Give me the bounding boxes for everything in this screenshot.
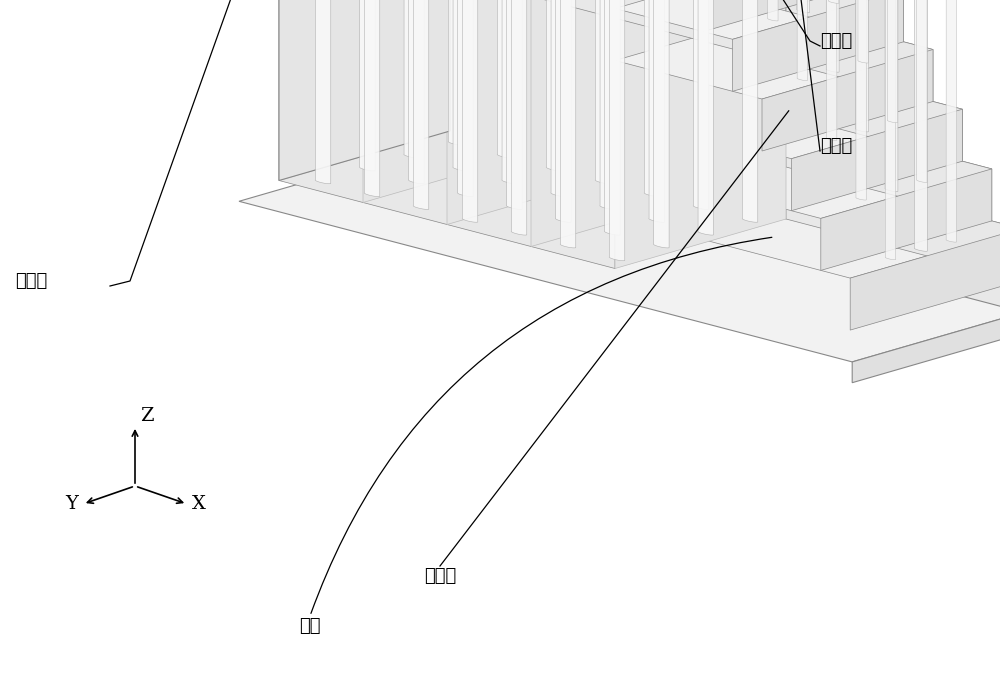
Polygon shape	[786, 63, 962, 161]
Polygon shape	[279, 0, 615, 268]
Polygon shape	[852, 302, 1000, 383]
Polygon shape	[946, 0, 956, 242]
Polygon shape	[531, 0, 702, 247]
Polygon shape	[653, 0, 669, 248]
Polygon shape	[797, 0, 807, 80]
Polygon shape	[826, 0, 837, 140]
Polygon shape	[551, 0, 566, 197]
Polygon shape	[450, 27, 786, 167]
Polygon shape	[914, 0, 927, 251]
Text: Y: Y	[65, 495, 78, 513]
Polygon shape	[791, 109, 962, 210]
Polygon shape	[615, 0, 904, 39]
Polygon shape	[315, 0, 331, 184]
Polygon shape	[786, 11, 933, 101]
Polygon shape	[448, 141, 1000, 322]
Text: X: X	[192, 495, 206, 513]
Polygon shape	[450, 79, 786, 219]
Polygon shape	[497, 0, 513, 158]
Polygon shape	[786, 115, 992, 221]
Polygon shape	[502, 0, 517, 184]
Polygon shape	[856, 0, 868, 132]
Polygon shape	[450, 0, 786, 63]
Polygon shape	[850, 229, 1000, 330]
Polygon shape	[733, 0, 904, 91]
Polygon shape	[768, 0, 778, 21]
Polygon shape	[615, 115, 992, 219]
Polygon shape	[858, 0, 868, 63]
Polygon shape	[447, 0, 618, 225]
Polygon shape	[408, 0, 424, 184]
Polygon shape	[546, 0, 562, 171]
Polygon shape	[364, 0, 380, 197]
Polygon shape	[917, 0, 927, 183]
Polygon shape	[698, 0, 713, 235]
Polygon shape	[885, 0, 896, 259]
Polygon shape	[457, 0, 473, 197]
Polygon shape	[600, 0, 615, 209]
Polygon shape	[555, 0, 571, 222]
Polygon shape	[693, 0, 709, 209]
Polygon shape	[450, 0, 786, 11]
Polygon shape	[604, 0, 620, 235]
Polygon shape	[450, 0, 786, 115]
Polygon shape	[239, 141, 1000, 362]
Polygon shape	[644, 0, 660, 197]
Polygon shape	[279, 0, 450, 180]
Polygon shape	[703, 0, 874, 31]
Polygon shape	[828, 0, 839, 3]
Text: Z: Z	[140, 407, 154, 425]
Polygon shape	[595, 0, 611, 184]
Polygon shape	[404, 0, 419, 158]
Polygon shape	[506, 0, 522, 209]
Polygon shape	[615, 0, 786, 268]
Polygon shape	[615, 11, 933, 99]
Polygon shape	[786, 0, 904, 42]
Polygon shape	[786, 167, 1000, 281]
Polygon shape	[359, 0, 375, 171]
Polygon shape	[615, 167, 1000, 278]
Text: 沟道孔: 沟道孔	[820, 137, 852, 155]
Polygon shape	[413, 0, 429, 209]
Polygon shape	[279, 0, 450, 180]
Polygon shape	[462, 0, 478, 222]
Polygon shape	[453, 0, 468, 171]
Text: 阵列区: 阵列区	[820, 32, 852, 50]
Text: 接触孔: 接触孔	[15, 272, 47, 290]
Text: 台阶区: 台阶区	[424, 567, 456, 585]
Polygon shape	[363, 0, 534, 202]
Text: 衬底: 衬底	[299, 617, 321, 635]
Polygon shape	[856, 0, 866, 200]
Polygon shape	[887, 0, 898, 123]
Polygon shape	[742, 0, 758, 222]
Polygon shape	[762, 50, 933, 151]
Polygon shape	[448, 0, 464, 145]
Polygon shape	[560, 0, 576, 248]
Polygon shape	[511, 0, 527, 235]
Polygon shape	[649, 0, 664, 222]
Polygon shape	[615, 63, 962, 159]
Polygon shape	[885, 0, 898, 191]
Polygon shape	[797, 0, 810, 12]
Polygon shape	[609, 0, 625, 261]
Polygon shape	[826, 0, 839, 72]
Polygon shape	[821, 169, 992, 270]
